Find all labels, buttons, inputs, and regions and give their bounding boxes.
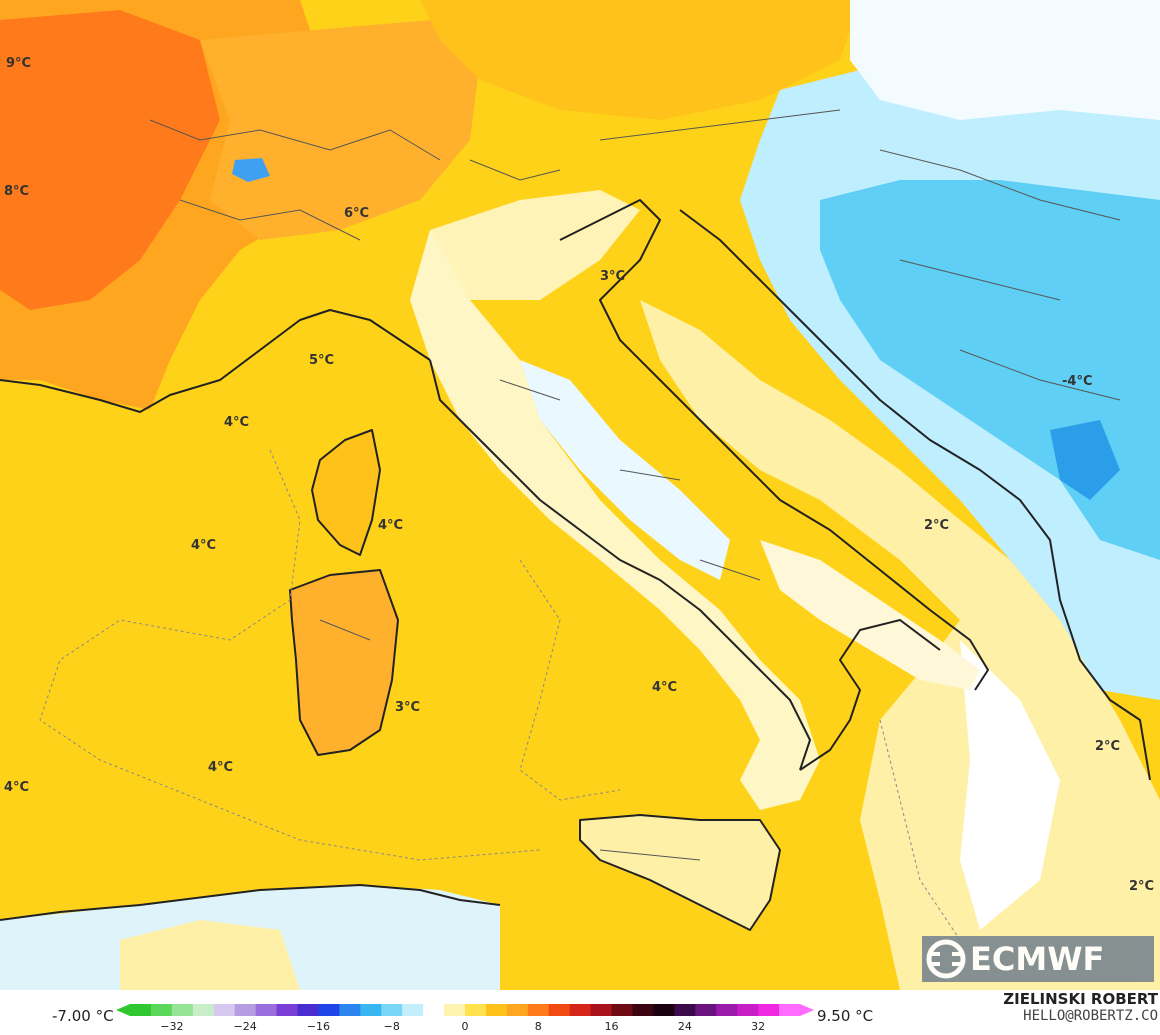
colorbar-segment <box>548 1004 571 1016</box>
sicily-coast <box>579 814 781 931</box>
temp-label-france-west: 8°C <box>4 184 30 199</box>
temp-label-adriatic-south: 2°C <box>924 518 950 533</box>
author-credit: ZIELINSKI ROBERT <box>1003 990 1158 1008</box>
legend-bar: -7.00 °C −32 −24 −16 −8 0 8 16 24 32 9.50 °C ZIE… <box>0 990 1160 1035</box>
corsica-island <box>312 430 380 555</box>
author-email: HELLO@ROBERTZ.CO <box>1023 1008 1158 1024</box>
corsica-coast <box>311 429 381 556</box>
colorbar-segment <box>737 1004 759 1016</box>
colorbar-segment <box>527 1004 550 1016</box>
colorbar-tick-label: 32 <box>751 1020 766 1033</box>
colorbar-segment <box>653 1004 675 1016</box>
colorbar-max-arrow <box>800 1004 814 1016</box>
internal-borders <box>149 109 1121 861</box>
balkans-deep-blue <box>1050 420 1120 500</box>
colorbar-segment <box>716 1004 738 1016</box>
temp-label-west-med: 4°C <box>191 538 217 553</box>
temp-label-alps: 6°C <box>344 206 370 221</box>
colorbar-segment <box>360 1004 382 1016</box>
contour-west <box>39 449 541 861</box>
colorbar-segment <box>674 1004 696 1016</box>
colorbar-max-label: 9.50 °C <box>817 1007 874 1025</box>
cold-spot-swiss <box>232 158 270 182</box>
calabria-coast <box>799 619 941 771</box>
ecmwf-logo: ECMWF <box>922 936 1154 982</box>
colorbar-segment <box>444 1004 466 1016</box>
sardinia-island <box>290 570 398 755</box>
ecmwf-logo-text: ECMWF <box>970 940 1105 978</box>
ecmwf-logo-icon <box>922 936 970 982</box>
colorbar-min-label: -7.00 °C <box>52 1007 114 1025</box>
colorbar-segment <box>590 1004 613 1016</box>
italy-peninsula-land <box>410 230 820 810</box>
temp-label-tyrrhenian: 4°C <box>652 680 678 695</box>
colorbar-segment <box>381 1004 403 1016</box>
colorbar-segment <box>234 1004 257 1016</box>
colorbar-segment <box>611 1004 633 1016</box>
apennine-white <box>520 360 730 580</box>
temp-label-south-sardinia: 4°C <box>208 760 234 775</box>
alps-orange <box>200 20 480 240</box>
colorbar-segment <box>506 1004 529 1016</box>
colorbar-segment <box>255 1004 278 1016</box>
temp-label-ligurian: 5°C <box>309 353 335 368</box>
temp-label-sardinia: 3°C <box>395 700 421 715</box>
temp-label-gulf-of-lion: 4°C <box>224 415 250 430</box>
temp-label-corsica: 4°C <box>378 518 404 533</box>
colorbar-segment <box>423 1004 445 1016</box>
north-italy-light <box>430 190 640 300</box>
colorbar-tick-label: −8 <box>383 1020 400 1033</box>
colorbar-min-arrow <box>116 1004 130 1016</box>
central-europe-yellow <box>420 0 860 120</box>
temp-label-north-adriatic: 3°C <box>600 269 626 284</box>
colorbar <box>116 1004 814 1016</box>
sardinia-coast <box>289 569 399 756</box>
temp-label-far-west: 4°C <box>4 780 30 795</box>
contour-ionian <box>879 719 961 941</box>
colorbar-segment <box>276 1004 298 1016</box>
colorbar-segment <box>569 1004 592 1016</box>
colorbar-segment <box>318 1004 340 1016</box>
apulia-land <box>760 540 980 690</box>
france-coastline <box>0 309 431 413</box>
ionian-white-zone <box>960 640 1060 930</box>
colorbar-tick-label: 16 <box>604 1020 619 1033</box>
colorbar-segment <box>171 1004 194 1016</box>
colorbar-segment <box>465 1004 487 1016</box>
colorbar-tick-label: 8 <box>534 1020 542 1033</box>
colorbar-tick-label: −16 <box>306 1020 331 1033</box>
north-africa-yellow <box>120 920 300 990</box>
contour-tyrrhenian <box>519 559 621 801</box>
colorbar-segment <box>192 1004 215 1016</box>
colorbar-tick-label: 24 <box>677 1020 692 1033</box>
colorbar-segment <box>213 1004 236 1016</box>
temp-label-france-north: 9°C <box>6 56 32 71</box>
colorbar-segment <box>130 1004 152 1016</box>
colorbar-tick-label: −32 <box>160 1020 184 1033</box>
colorbar-segment <box>297 1004 319 1016</box>
colorbar-segment <box>632 1004 654 1016</box>
temperature-anomaly-map: 9°C 8°C 6°C 3°C 5°C 4°C 4°C 4°C 2°C 3°C … <box>0 0 1160 990</box>
colorbar-segment <box>485 1004 508 1016</box>
balkan-coast <box>679 209 1151 781</box>
colorbar-tick-label: 0 <box>461 1020 469 1033</box>
africa-coast <box>0 884 501 921</box>
italy-west-coast <box>429 359 811 771</box>
colorbar-segment <box>339 1004 361 1016</box>
colorbar-segment <box>695 1004 717 1016</box>
east-white <box>850 0 1160 120</box>
temp-label-greece: 2°C <box>1095 739 1121 754</box>
italy-east-coast <box>559 199 989 691</box>
temp-label-balkans: -4°C <box>1062 374 1093 389</box>
colorbar-tick-label: −24 <box>233 1020 257 1033</box>
colorbar-segment <box>779 1004 801 1016</box>
sicily-island <box>580 815 780 930</box>
france-hot-core <box>0 10 220 310</box>
temp-label-ionian: 2°C <box>1129 879 1155 894</box>
colorbar-segment <box>402 1004 424 1016</box>
colorbar-segment <box>150 1004 173 1016</box>
colorbar-segment <box>758 1004 780 1016</box>
